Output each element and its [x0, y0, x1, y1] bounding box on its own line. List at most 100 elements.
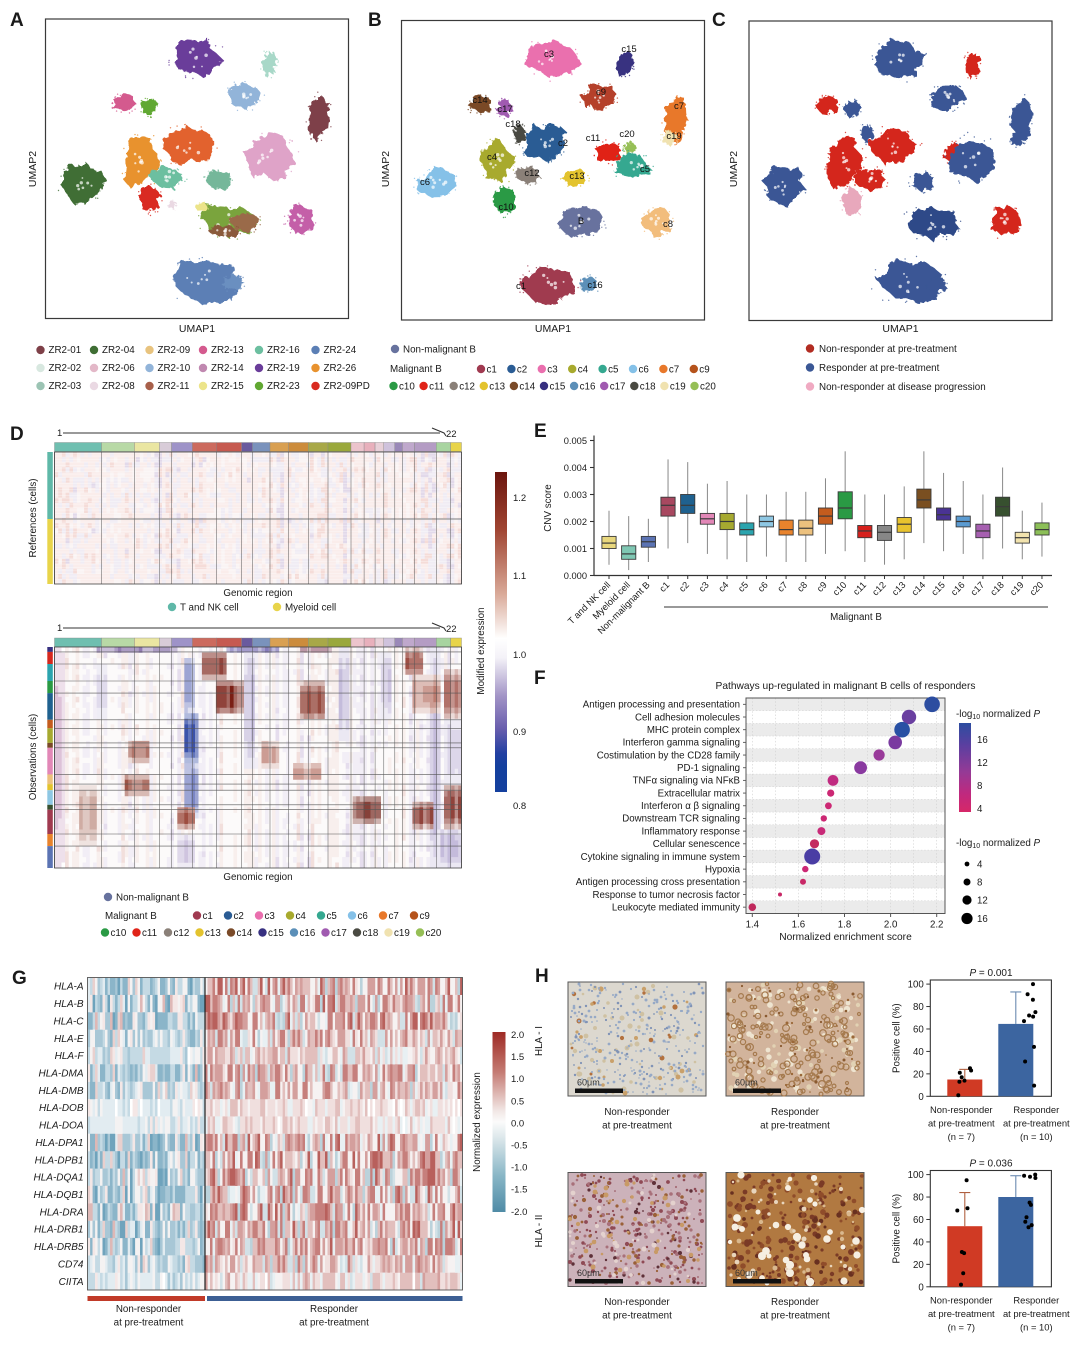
- svg-text:ZR2-16: ZR2-16: [267, 345, 300, 356]
- svg-text:c20: c20: [426, 928, 442, 939]
- svg-text:-1.5: -1.5: [511, 1185, 527, 1196]
- svg-text:c4: c4: [487, 152, 497, 163]
- svg-text:0: 0: [918, 1282, 924, 1293]
- svg-text:Positive cell (%): Positive cell (%): [891, 1003, 902, 1073]
- svg-text:ZR2-10: ZR2-10: [158, 363, 191, 374]
- svg-text:c4: c4: [578, 365, 589, 376]
- svg-text:Non-responder: Non-responder: [930, 1104, 993, 1115]
- svg-text:Pathways up-regulated in malig: Pathways up-regulated in malignant B cel…: [716, 681, 976, 692]
- svg-text:at pre-treatment: at pre-treatment: [1003, 1308, 1070, 1319]
- svg-text:HLA-DPA1: HLA-DPA1: [35, 1138, 83, 1149]
- svg-text:ZR2-15: ZR2-15: [211, 381, 244, 392]
- svg-text:HLA-A: HLA-A: [54, 982, 84, 993]
- svg-text:c13: c13: [205, 928, 221, 939]
- svg-text:22: 22: [446, 429, 457, 440]
- svg-text:c12: c12: [174, 928, 190, 939]
- svg-text:c18: c18: [363, 928, 379, 939]
- svg-text:ZR2-06: ZR2-06: [102, 363, 135, 374]
- svg-text:ZR2-02: ZR2-02: [49, 363, 82, 374]
- svg-text:Responder: Responder: [771, 1297, 820, 1308]
- svg-text:Cell adhesion molecules: Cell adhesion molecules: [635, 712, 740, 723]
- svg-text:C: C: [712, 10, 726, 31]
- svg-text:UMAP2: UMAP2: [380, 151, 392, 187]
- svg-text:c11: c11: [142, 928, 157, 939]
- svg-text:c10: c10: [498, 202, 513, 213]
- svg-text:80: 80: [913, 1002, 924, 1013]
- svg-text:12: 12: [977, 896, 988, 907]
- svg-text:c13: c13: [489, 382, 505, 393]
- svg-text:4: 4: [977, 860, 983, 871]
- svg-text:TNFα signaling via NFκB: TNFα signaling via NFκB: [633, 776, 740, 787]
- svg-text:1.0: 1.0: [511, 1074, 524, 1085]
- svg-text:Leukocyte mediated immunity: Leukocyte mediated immunity: [612, 902, 740, 913]
- svg-text:20: 20: [913, 1069, 924, 1080]
- svg-text:c6: c6: [639, 365, 650, 376]
- svg-text:Non-responder: Non-responder: [604, 1297, 670, 1308]
- svg-text:-log10 normalized P: -log10 normalized P: [956, 838, 1041, 850]
- svg-text:c12: c12: [524, 168, 539, 179]
- svg-text:60μm: 60μm: [577, 1078, 600, 1088]
- svg-text:ZR2-11: ZR2-11: [158, 381, 190, 392]
- svg-text:Positive cell (%): Positive cell (%): [891, 1194, 902, 1264]
- svg-text:at pre-treatment: at pre-treatment: [602, 1311, 672, 1322]
- svg-text:c15: c15: [550, 382, 566, 393]
- svg-text:-log10 normalized P: -log10 normalized P: [956, 709, 1041, 721]
- svg-text:1.0: 1.0: [513, 650, 526, 661]
- svg-text:40: 40: [913, 1237, 924, 1248]
- svg-text:60μm: 60μm: [735, 1078, 758, 1088]
- svg-text:H: H: [535, 966, 549, 987]
- svg-text:Myeloid cell: Myeloid cell: [285, 603, 336, 614]
- svg-text:c16: c16: [587, 280, 602, 291]
- svg-text:c1: c1: [516, 281, 526, 292]
- svg-text:ZR2-14: ZR2-14: [211, 363, 244, 374]
- svg-text:Responder at pre-treatment: Responder at pre-treatment: [819, 363, 940, 374]
- svg-text:UMAP1: UMAP1: [535, 323, 571, 335]
- svg-text:c16: c16: [580, 382, 596, 393]
- svg-text:ZR2-08: ZR2-08: [102, 381, 135, 392]
- svg-text:-1.0: -1.0: [511, 1163, 527, 1174]
- svg-text:1.6: 1.6: [792, 920, 805, 931]
- svg-text:c6: c6: [420, 177, 430, 188]
- svg-text:0.9: 0.9: [513, 727, 526, 738]
- svg-text:Observations (cells): Observations (cells): [28, 714, 39, 801]
- svg-text:HLA-E: HLA-E: [54, 1034, 84, 1045]
- svg-text:c17: c17: [497, 104, 512, 115]
- svg-text:c15: c15: [621, 44, 636, 55]
- svg-text:c14: c14: [472, 95, 487, 106]
- svg-text:1.5: 1.5: [511, 1052, 524, 1063]
- svg-text:HLA-F: HLA-F: [55, 1051, 85, 1062]
- svg-text:Non-responder at disease progr: Non-responder at disease progression: [819, 382, 986, 393]
- svg-text:at pre-treatment: at pre-treatment: [299, 1318, 369, 1329]
- svg-text:Normalized enrichment score: Normalized enrichment score: [779, 932, 912, 943]
- svg-text:0.004: 0.004: [564, 463, 587, 473]
- svg-text:Non-responder: Non-responder: [930, 1294, 993, 1305]
- svg-text:c3: c3: [265, 911, 276, 922]
- svg-text:Responder: Responder: [1013, 1294, 1059, 1305]
- svg-text:c5: c5: [327, 911, 338, 922]
- svg-text:c18: c18: [505, 119, 520, 130]
- svg-text:0.5: 0.5: [511, 1096, 524, 1107]
- svg-text:HLA-DRA: HLA-DRA: [40, 1207, 84, 1218]
- svg-text:HLA-DQA1: HLA-DQA1: [33, 1173, 83, 1184]
- svg-text:c11: c11: [586, 133, 601, 144]
- svg-text:B: B: [368, 10, 382, 31]
- svg-text:16: 16: [977, 735, 988, 746]
- svg-text:P = 0.001: P = 0.001: [969, 968, 1013, 979]
- svg-text:c19: c19: [670, 382, 686, 393]
- svg-text:HLA-DOA: HLA-DOA: [39, 1121, 84, 1132]
- svg-text:c3: c3: [547, 365, 558, 376]
- svg-text:Genomic region: Genomic region: [223, 872, 292, 883]
- svg-text:16: 16: [977, 914, 988, 925]
- svg-text:c9: c9: [596, 87, 606, 98]
- svg-text:ZR2-09: ZR2-09: [158, 345, 191, 356]
- svg-text:c20: c20: [700, 382, 716, 393]
- svg-text:Cellular senescence: Cellular senescence: [653, 839, 740, 850]
- svg-text:c10: c10: [399, 382, 415, 393]
- svg-text:ZR2-01: ZR2-01: [49, 345, 82, 356]
- svg-text:Non-responder at pre-treatment: Non-responder at pre-treatment: [819, 344, 957, 355]
- svg-text:HLA-DMA: HLA-DMA: [38, 1068, 83, 1079]
- svg-text:c3: c3: [544, 49, 554, 60]
- svg-text:Interferon gamma signaling: Interferon gamma signaling: [623, 738, 740, 749]
- svg-text:12: 12: [977, 758, 988, 769]
- svg-text:Extracellular matrix: Extracellular matrix: [658, 788, 741, 799]
